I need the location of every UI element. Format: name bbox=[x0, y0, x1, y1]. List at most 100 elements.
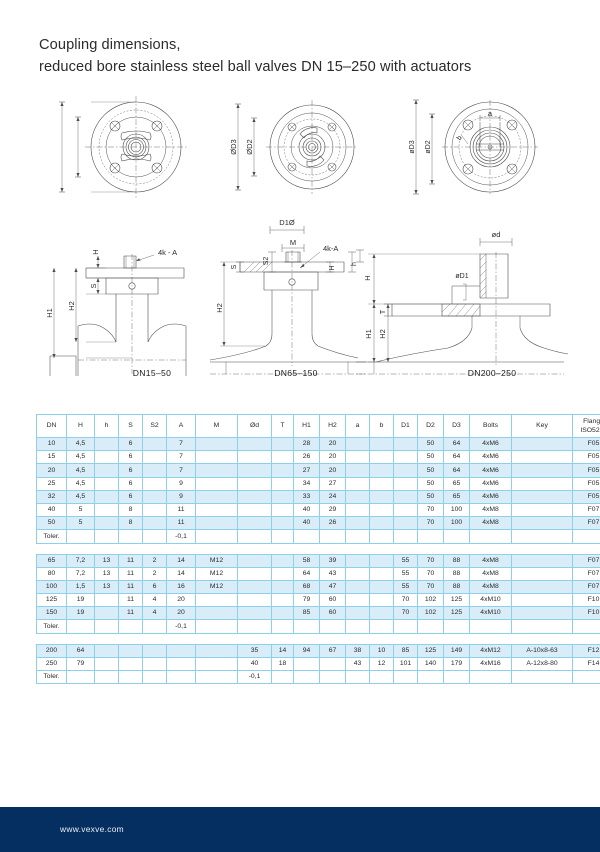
table-cell-flange: F05 bbox=[572, 463, 600, 478]
table-cell-h: 5 bbox=[66, 502, 95, 518]
table-cell-h1 bbox=[293, 619, 320, 634]
table-cell-t bbox=[271, 669, 294, 685]
svg-text:øD1: øD1 bbox=[455, 273, 468, 280]
table-cell-bolts: 4xM6 bbox=[469, 450, 512, 465]
table-cell--d bbox=[237, 566, 272, 581]
table-cell-bolts: 4xM16 bbox=[469, 656, 512, 672]
page-title: Coupling dimensions, reduced bore stainl… bbox=[39, 34, 569, 78]
table-cell-h bbox=[66, 619, 95, 634]
table-cell-h bbox=[94, 436, 119, 452]
table-cell-m bbox=[195, 450, 238, 465]
table-cell-flange bbox=[572, 529, 600, 544]
table-cell-key bbox=[511, 619, 573, 634]
table-cell-a: 20 bbox=[166, 606, 196, 621]
table-cell-d3: 88 bbox=[443, 579, 470, 595]
table-cell-d1: 70 bbox=[393, 593, 418, 608]
table-cell-s2: 4 bbox=[142, 606, 167, 621]
table-cell--d bbox=[237, 593, 272, 608]
table-cell-a: 7 bbox=[166, 450, 196, 465]
table-cell-a: 38 bbox=[345, 643, 370, 658]
table-cell-t bbox=[271, 463, 294, 478]
table-cell-d2 bbox=[417, 529, 444, 544]
table-cell-b bbox=[369, 553, 394, 568]
table-cell-a: 7 bbox=[166, 463, 196, 478]
svg-text:H: H bbox=[363, 275, 372, 280]
svg-text:S2: S2 bbox=[263, 257, 270, 266]
flange-header-label: Flange bbox=[583, 417, 600, 425]
table-cell--d bbox=[237, 529, 272, 544]
table-cell-t bbox=[271, 553, 294, 568]
table-cell-d1: 55 bbox=[393, 579, 418, 595]
table-cell-flange: F07 bbox=[572, 579, 600, 595]
table-cell-h1 bbox=[293, 669, 320, 685]
table-cell-a bbox=[345, 566, 370, 581]
table-cell-dn: 80 bbox=[36, 566, 67, 581]
table-cell-h: 64 bbox=[66, 643, 95, 658]
svg-text:H2: H2 bbox=[67, 301, 76, 311]
table-cell-d2: 50 bbox=[417, 450, 444, 465]
table-cell-b bbox=[369, 502, 394, 518]
table-cell-bolts: 4xM6 bbox=[469, 489, 512, 504]
table-cell-a bbox=[345, 450, 370, 465]
table-cell-t: 14 bbox=[271, 643, 294, 658]
footer-url[interactable]: www.vexve.com bbox=[60, 824, 124, 834]
svg-text:S: S bbox=[231, 264, 238, 269]
table-header-cell-h: H bbox=[66, 414, 95, 438]
elevation-caption-dn200-250: DN200–250 bbox=[467, 368, 517, 378]
table-cell-key bbox=[511, 502, 573, 518]
table-cell-d1 bbox=[393, 436, 418, 452]
table-cell-t bbox=[271, 502, 294, 518]
table-cell-s2: 2 bbox=[142, 566, 167, 581]
table-cell-bolts: 4xM8 bbox=[469, 579, 512, 595]
table-cell-a: -0,1 bbox=[166, 529, 196, 544]
table-cell-bolts: 4xM12 bbox=[469, 643, 512, 658]
table-cell-h: 13 bbox=[94, 566, 119, 581]
table-cell-h bbox=[66, 669, 95, 685]
table-cell-d2: 102 bbox=[417, 593, 444, 608]
table-cell-h bbox=[94, 593, 119, 608]
table-cell-h: 19 bbox=[66, 606, 95, 621]
table-cell-d2: 50 bbox=[417, 463, 444, 478]
table-cell-key bbox=[511, 450, 573, 465]
table-cell-t bbox=[271, 516, 294, 531]
table-cell-d3: 64 bbox=[443, 436, 470, 452]
table-cell-h: 4,5 bbox=[66, 463, 95, 478]
table-cell-a bbox=[166, 656, 196, 672]
table-cell-h1: 27 bbox=[293, 463, 320, 478]
table-cell-a bbox=[345, 502, 370, 518]
table-cell-d2: 50 bbox=[417, 489, 444, 504]
table-cell-d2: 70 bbox=[417, 579, 444, 595]
table-cell-s bbox=[118, 669, 143, 685]
table-cell-s2 bbox=[142, 516, 167, 531]
svg-text:S: S bbox=[89, 283, 98, 288]
table-cell-h2: 39 bbox=[319, 553, 346, 568]
table-cell--d bbox=[237, 476, 272, 491]
table-cell-bolts: 4xM6 bbox=[469, 463, 512, 478]
svg-text:H1: H1 bbox=[364, 329, 373, 339]
table-cell-bolts: 4xM8 bbox=[469, 516, 512, 531]
table-cell-h bbox=[94, 529, 119, 544]
table-header-cell-h1: H1 bbox=[293, 414, 320, 438]
table-cell-h2 bbox=[319, 529, 346, 544]
svg-text:a: a bbox=[488, 109, 493, 118]
table-cell-h bbox=[94, 450, 119, 465]
table-cell-a bbox=[345, 619, 370, 634]
table-cell-h1: 79 bbox=[293, 593, 320, 608]
table-cell-key bbox=[511, 463, 573, 478]
table-cell-s: 8 bbox=[118, 516, 143, 531]
table-cell-dn: 200 bbox=[36, 643, 67, 658]
table-cell-d3: 179 bbox=[443, 656, 470, 672]
table-cell-dn: Toler. bbox=[36, 669, 67, 685]
table-cell-m bbox=[195, 606, 238, 621]
table-row: 32 4,5 6 9 33 24 50 65 4xM6 F05 bbox=[36, 489, 600, 504]
svg-text:H2: H2 bbox=[215, 303, 224, 313]
table-cell-dn: 250 bbox=[36, 656, 67, 672]
table-row: 65 7,2 13 11 2 14 M12 58 39 55 70 88 4xM8 F07 bbox=[36, 553, 600, 568]
table-cell-d2: 70 bbox=[417, 553, 444, 568]
table-cell-dn: 50 bbox=[36, 516, 67, 531]
table-header-cell-s2: S2 bbox=[142, 414, 167, 438]
table-cell-key bbox=[511, 516, 573, 531]
table-cell-bolts: 4xM8 bbox=[469, 566, 512, 581]
